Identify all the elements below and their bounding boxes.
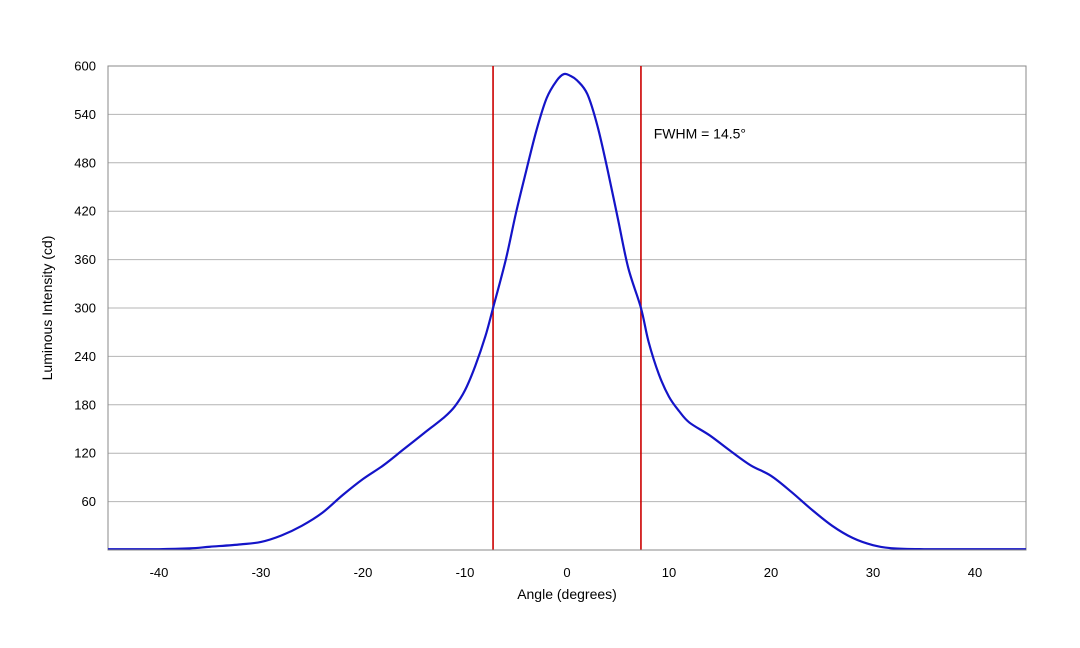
y-tick-label: 120 [74,446,96,461]
y-tick-labels: 60 120 180 240 300 360 420 480 540 600 [74,59,96,510]
annotations: FWHM = 14.5° [654,126,746,142]
series-group [107,72,1026,551]
x-tick-label: 0 [563,565,570,580]
y-tick-label: 600 [74,59,96,74]
x-tick-label: -40 [150,565,169,580]
y-axis-title: Luminous Intensity (cd) [39,236,55,381]
y-tick-label: 300 [74,301,96,316]
x-tick-label: -20 [354,565,373,580]
x-tick-label: 40 [968,565,982,580]
y-tick-label: 240 [74,349,96,364]
y-tick-label: 180 [74,397,96,412]
x-tick-label: 30 [866,565,880,580]
x-tick-labels: -40 -30 -20 -10 0 10 20 30 40 [150,565,983,580]
y-tick-label: 480 [74,155,96,170]
y-gridlines [108,65,1026,503]
y-tick-label: 420 [74,204,96,219]
x-tick-label: -10 [456,565,475,580]
x-tick-label: -30 [252,565,271,580]
y-tick-label: 540 [74,107,96,122]
x-tick-label: 20 [764,565,778,580]
series-line [107,72,1026,551]
fwhm-annotation: FWHM = 14.5° [654,126,746,142]
y-tick-label: 360 [74,252,96,267]
y-tick-label: 60 [82,494,96,509]
x-axis-title: Angle (degrees) [517,586,617,602]
x-tick-label: 10 [662,565,676,580]
